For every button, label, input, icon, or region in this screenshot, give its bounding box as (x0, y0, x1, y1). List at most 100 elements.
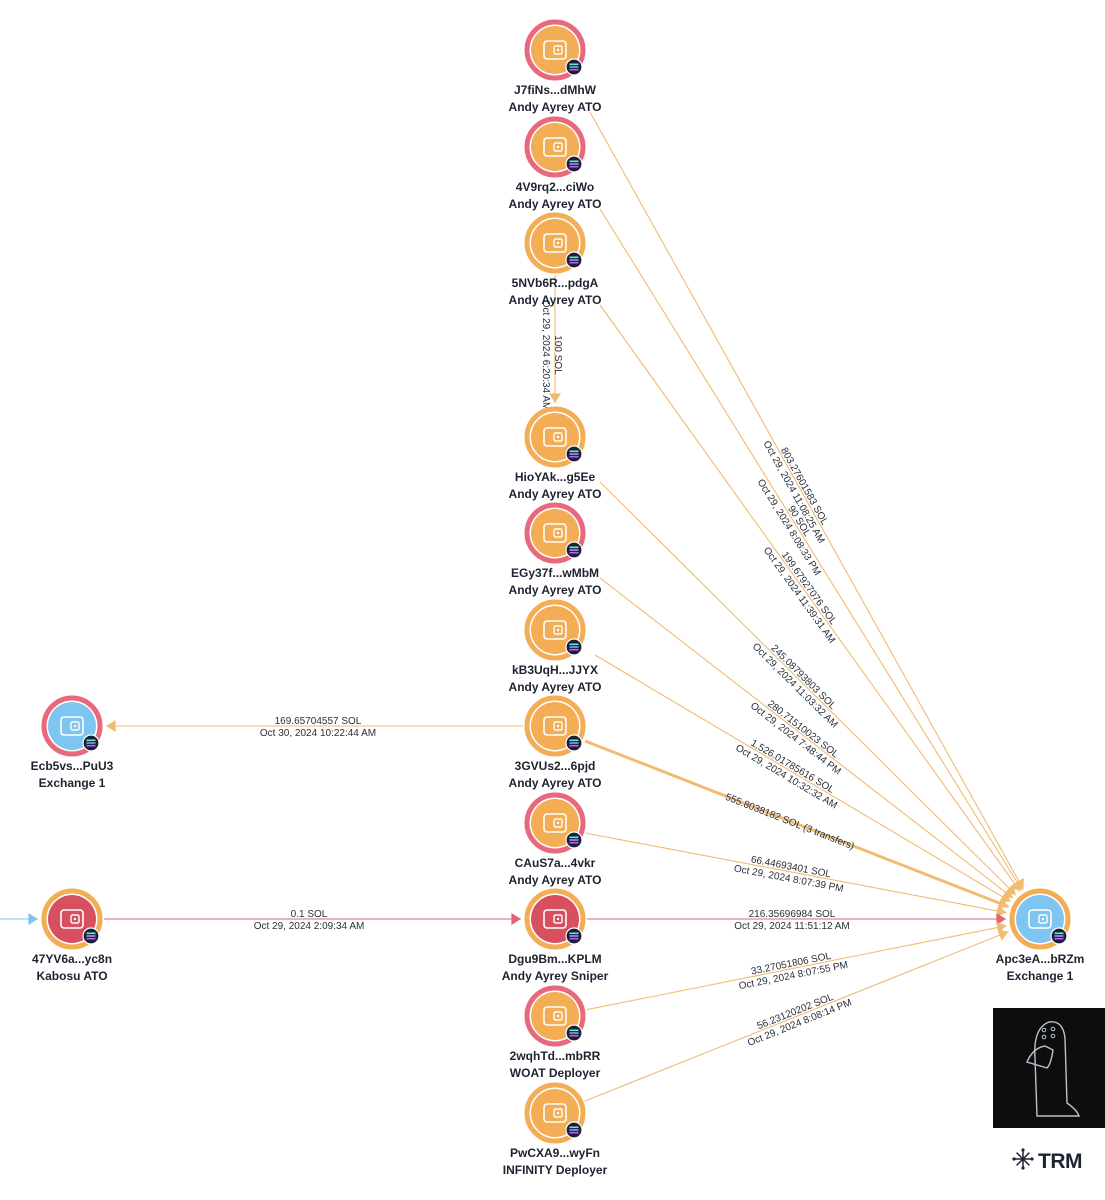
edge-time: Oct 29, 2024 6:20:34 AM (540, 300, 551, 411)
wallet-node-J7fiNs...dMhW[interactable]: J7fiNs...dMhW Andy Ayrey ATO (509, 19, 602, 114)
wallet-icon (543, 137, 567, 157)
wallet-icon (1028, 909, 1052, 929)
node-address: CAuS7a...4vkr (515, 856, 596, 870)
wallet-node-2wqhTd...mbRR[interactable]: 2wqhTd...mbRR WOAT Deployer (510, 985, 601, 1080)
wallet-node-Dgu9Bm...KPLM[interactable]: Dgu9Bm...KPLM Andy Ayrey Sniper (502, 888, 609, 983)
wallet-node-4V9rq2...ciWo[interactable]: 4V9rq2...ciWo Andy Ayrey ATO (509, 116, 602, 211)
node-address: 47YV6a...yc8n (32, 952, 112, 966)
node-entity-label: Andy Ayrey ATO (509, 873, 602, 887)
penguin-logo (993, 1008, 1105, 1128)
solana-badge-icon (82, 734, 100, 752)
wallet-node-Apc3eA...bRZm[interactable]: Apc3eA...bRZm Exchange 1 (996, 888, 1085, 983)
solana-badge-icon (565, 831, 583, 849)
arrowhead-icon (996, 913, 1006, 925)
wallet-node-3GVUs2...6pjd[interactable]: 3GVUs2...6pjd Andy Ayrey ATO (509, 695, 602, 790)
edge-OFF-47Y[interactable] (0, 913, 38, 925)
wallet-icon (543, 40, 567, 60)
solana-badge-icon (565, 927, 583, 945)
arrowhead-icon (996, 905, 1007, 917)
edge-time: Oct 29, 2024 11:51:12 AM (734, 921, 849, 932)
solana-badge-icon (565, 251, 583, 269)
node-address: Apc3eA...bRZm (996, 952, 1085, 966)
wallet-node-5NVb6R...pdgA[interactable]: 5NVb6R...pdgA Andy Ayrey ATO (509, 212, 602, 307)
solana-badge-icon (565, 734, 583, 752)
wallet-icon (543, 427, 567, 447)
node-entity-label: Andy Ayrey ATO (509, 583, 602, 597)
node-address: 3GVUs2...6pjd (515, 759, 596, 773)
edge-amount: 0.1 SOL (291, 909, 328, 920)
node-entity-label: Exchange 1 (1007, 969, 1074, 983)
wallet-icon (543, 813, 567, 833)
node-entity-label: WOAT Deployer (510, 1066, 601, 1080)
solana-badge-icon (565, 58, 583, 76)
wallet-icon (543, 620, 567, 640)
node-address: kB3UqH...JJYX (512, 663, 598, 677)
edge-CAU-APC[interactable] (584, 832, 1007, 917)
wallet-node-Ecb5vs...PuU3[interactable]: Ecb5vs...PuU3 Exchange 1 (31, 695, 114, 790)
node-entity-label: Andy Ayrey ATO (509, 776, 602, 790)
edge-amount: 216.35696984 SOL (749, 909, 836, 920)
edge-47Y-DGU[interactable] (104, 913, 521, 925)
wallet-icon (543, 1006, 567, 1026)
node-entity-label: Andy Ayrey ATO (509, 197, 602, 211)
solana-badge-icon (565, 155, 583, 173)
node-entity-label: Kabosu ATO (36, 969, 107, 983)
arrowhead-icon (28, 913, 38, 925)
wallet-icon (543, 1103, 567, 1123)
edge-amount: 169.65704557 SOL (275, 716, 362, 727)
node-address: HioYAk...g5Ee (515, 470, 596, 484)
edge-DGU-APC[interactable] (587, 913, 1006, 925)
edge-3GV-ECB[interactable] (106, 720, 523, 732)
solana-badge-icon (565, 1121, 583, 1139)
node-address: Dgu9Bm...KPLM (508, 952, 601, 966)
edge-5NV-APC[interactable] (599, 304, 1021, 892)
wallet-icon (543, 909, 567, 929)
arrowhead-icon (511, 913, 521, 925)
solana-badge-icon (565, 445, 583, 463)
edge-3GV-APC[interactable] (584, 739, 1009, 909)
arrowhead-icon (997, 929, 1009, 941)
node-address: 5NVb6R...pdgA (512, 276, 599, 290)
wallet-node-CAuS7a...4vkr[interactable]: CAuS7a...4vkr Andy Ayrey ATO (509, 792, 602, 887)
wallet-node-kB3UqH...JJYX[interactable]: kB3UqH...JJYX Andy Ayrey ATO (509, 599, 602, 694)
solana-badge-icon (565, 541, 583, 559)
solana-badge-icon (565, 638, 583, 656)
brand-name: TRM (1038, 1150, 1083, 1173)
node-entity-label: Andy Ayrey ATO (509, 293, 602, 307)
wallet-node-EGy37f...wMbM[interactable]: EGy37f...wMbM Andy Ayrey ATO (509, 502, 602, 597)
node-entity-label: Andy Ayrey ATO (509, 100, 602, 114)
edge-time: Oct 29, 2024 11:39:31 AM (761, 545, 837, 645)
asterisk-network-icon (1012, 1148, 1034, 1176)
edge-time: Oct 30, 2024 10:22:44 AM (260, 728, 376, 739)
edges-layer (0, 111, 1025, 1102)
arrowhead-icon (106, 720, 116, 732)
edge-amount: 100 SOL (552, 335, 563, 375)
edge-time: Oct 29, 2024 2:09:34 AM (254, 921, 365, 932)
node-entity-label: Andy Ayrey ATO (509, 680, 602, 694)
solana-badge-icon (82, 927, 100, 945)
wallet-node-HioYAk...g5Ee[interactable]: HioYAk...g5Ee Andy Ayrey ATO (509, 406, 602, 501)
solana-badge-icon (565, 1024, 583, 1042)
solana-badge-icon (1050, 927, 1068, 945)
wallet-icon (543, 233, 567, 253)
node-address: 2wqhTd...mbRR (510, 1049, 601, 1063)
edge-PWC-APC[interactable] (584, 929, 1009, 1102)
wallet-icon (60, 716, 84, 736)
arrowhead-icon (997, 897, 1009, 909)
node-entity-label: Exchange 1 (39, 776, 106, 790)
wallet-icon (543, 716, 567, 736)
node-address: Ecb5vs...PuU3 (31, 759, 114, 773)
wallet-node-47YV6a...yc8n[interactable]: 47YV6a...yc8n Kabosu ATO (32, 888, 112, 983)
arrowhead-icon (549, 393, 561, 403)
wallet-node-PwCXA9...wyFn[interactable]: PwCXA9...wyFn INFINITY Deployer (503, 1082, 608, 1177)
wallet-icon (60, 909, 84, 929)
node-address: 4V9rq2...ciWo (516, 180, 594, 194)
edge-5NV-HIO[interactable] (549, 275, 561, 403)
arrowhead-icon (1009, 880, 1021, 892)
